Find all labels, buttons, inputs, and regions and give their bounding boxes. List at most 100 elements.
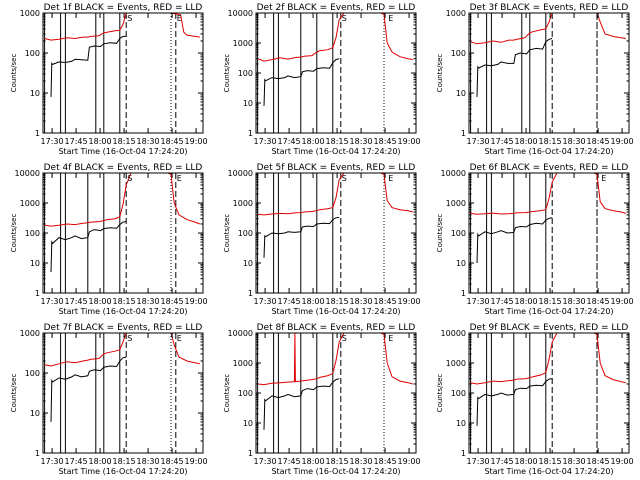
panel-3: Det 3f BLACK = Events, RED = LLD 1 10 100 10…: [436, 3, 634, 156]
series-black-line: [476, 217, 553, 264]
x-tick-label: 18:15: [113, 297, 136, 306]
y-tick-label: 1: [248, 449, 253, 458]
x-tick-label: 19:00: [398, 137, 421, 146]
x-tick-label: 17:45: [65, 137, 88, 146]
plot-data: [470, 173, 626, 293]
x-tick-label: 19:00: [398, 297, 421, 306]
x-tick-label: 17:30: [467, 137, 490, 146]
y-tick-label: 1000: [446, 359, 466, 368]
x-axis-label: Start Time (16-Oct-04 17:24:20): [484, 467, 613, 476]
x-tick-label: 17:30: [41, 297, 64, 306]
x-tick-label: 18:00: [515, 297, 538, 306]
x-axis-label: Start Time (16-Oct-04 17:24:20): [271, 307, 400, 316]
x-tick-label: 18:00: [89, 457, 112, 466]
x-axis-label: Start Time (16-Oct-04 17:24:20): [484, 307, 613, 316]
y-tick-label: 1000: [446, 9, 466, 18]
plot-frame: [468, 332, 630, 454]
panel-title: Det 7f BLACK = Events, RED = LLD: [44, 323, 203, 333]
y-tick-label: 100: [451, 389, 466, 398]
x-tick-label: 18:30: [137, 457, 160, 466]
marker-e: E: [177, 174, 182, 183]
x-tick-label: 18:00: [302, 137, 325, 146]
x-tick-label: 18:45: [587, 297, 610, 306]
y-axis-label: Counts/sec: [223, 214, 231, 253]
series-black-line: [50, 356, 127, 422]
panel-title: Det 4f BLACK = Events, RED = LLD: [44, 163, 203, 173]
plot-data: [470, 333, 626, 453]
x-tick-label: 18:30: [137, 137, 160, 146]
x-axis-label: Start Time (16-Oct-04 17:24:20): [271, 467, 400, 476]
y-tick-label: 1000: [20, 9, 40, 18]
marker-s: S: [127, 14, 132, 23]
x-tick-label: 17:45: [278, 297, 301, 306]
y-axis-label: Counts/sec: [10, 214, 18, 253]
x-tick-label: 18:45: [161, 297, 184, 306]
plot-frame: [42, 332, 204, 454]
y-tick-label: 1000: [233, 359, 253, 368]
y-tick-label: 10: [456, 259, 466, 268]
x-tick-label: 18:00: [515, 137, 538, 146]
x-tick-label: 18:45: [374, 297, 397, 306]
x-tick-label: 18:15: [539, 297, 562, 306]
series-red-line: [470, 173, 626, 215]
x-tick-label: 17:30: [254, 137, 277, 146]
y-tick-label: 1: [248, 129, 253, 138]
y-axis-label: Counts/sec: [223, 54, 231, 93]
y-tick-label: 1: [35, 289, 40, 298]
y-tick-label: 10000: [441, 169, 466, 178]
plot-data: [44, 333, 200, 453]
x-tick-label: 17:45: [491, 457, 514, 466]
x-tick-label: 18:30: [563, 137, 586, 146]
y-tick-label: 100: [451, 49, 466, 58]
x-tick-label: 18:00: [89, 137, 112, 146]
x-axis-label: Start Time (16-Oct-04 17:24:20): [484, 147, 613, 156]
series-red-line: [44, 333, 200, 367]
plot-frame: [42, 172, 204, 294]
x-tick-label: 18:15: [113, 457, 136, 466]
x-tick-label: 18:45: [587, 457, 610, 466]
x-axis-label: Start Time (16-Oct-04 17:24:20): [58, 147, 187, 156]
y-tick-label: 1000: [233, 39, 253, 48]
series-black-line: [50, 221, 127, 273]
series-red-line: [257, 333, 413, 386]
y-tick-label: 100: [25, 229, 40, 238]
x-tick-label: 19:00: [398, 457, 421, 466]
y-tick-label: 1: [461, 449, 466, 458]
x-tick-label: 18:15: [326, 137, 349, 146]
series-red-line: [470, 13, 626, 45]
y-tick-label: 100: [451, 229, 466, 238]
marker-e: E: [388, 174, 393, 183]
panel-title: Det 3f BLACK = Events, RED = LLD: [470, 3, 629, 13]
y-axis-label: Counts/sec: [10, 374, 18, 413]
x-tick-label: 19:00: [611, 297, 634, 306]
plot-frame: [255, 172, 417, 294]
x-tick-label: 18:15: [539, 137, 562, 146]
marker-s: S: [342, 14, 347, 23]
x-tick-label: 18:15: [326, 297, 349, 306]
x-axis-label: Start Time (16-Oct-04 17:24:20): [58, 467, 187, 476]
x-tick-label: 18:00: [515, 457, 538, 466]
y-tick-label: 1: [35, 129, 40, 138]
series-red-line: [44, 173, 200, 227]
y-axis-label: Counts/sec: [436, 374, 444, 413]
y-tick-label: 100: [238, 229, 253, 238]
y-axis-label: Counts/sec: [436, 54, 444, 93]
x-tick-label: 17:45: [278, 457, 301, 466]
x-tick-label: 18:30: [350, 297, 373, 306]
x-tick-label: 18:15: [326, 457, 349, 466]
y-tick-label: 10000: [441, 329, 466, 338]
y-tick-label: 10000: [228, 9, 253, 18]
x-tick-label: 19:00: [185, 297, 208, 306]
x-tick-label: 17:45: [65, 297, 88, 306]
y-tick-label: 1000: [20, 199, 40, 208]
x-tick-label: 17:30: [467, 457, 490, 466]
plot-frame: [255, 332, 417, 454]
x-tick-label: 19:00: [185, 457, 208, 466]
x-tick-label: 19:00: [185, 137, 208, 146]
y-tick-label: 10000: [15, 169, 40, 178]
panel-title: Det 1f BLACK = Events, RED = LLD: [44, 3, 203, 13]
